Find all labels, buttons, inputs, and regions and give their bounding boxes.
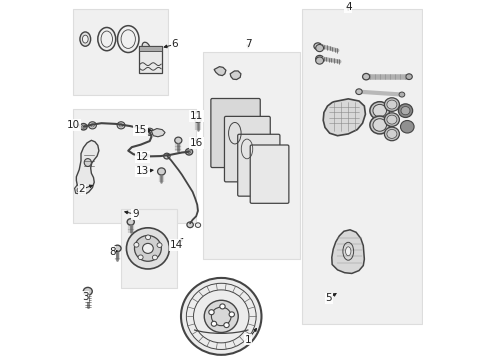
Ellipse shape bbox=[126, 228, 169, 269]
Ellipse shape bbox=[138, 255, 143, 260]
Ellipse shape bbox=[398, 92, 404, 97]
Ellipse shape bbox=[185, 149, 192, 155]
Ellipse shape bbox=[157, 243, 162, 247]
Text: 10: 10 bbox=[67, 120, 80, 130]
Text: 2: 2 bbox=[78, 184, 85, 194]
Text: 1: 1 bbox=[244, 335, 251, 345]
Ellipse shape bbox=[228, 312, 234, 317]
Bar bbox=[73, 109, 196, 223]
Polygon shape bbox=[230, 71, 241, 80]
Text: 6: 6 bbox=[171, 40, 178, 49]
Ellipse shape bbox=[163, 153, 170, 159]
Bar bbox=[203, 51, 299, 259]
Ellipse shape bbox=[145, 128, 153, 135]
Ellipse shape bbox=[208, 310, 214, 315]
Text: 13: 13 bbox=[136, 166, 149, 176]
Ellipse shape bbox=[114, 245, 121, 252]
FancyBboxPatch shape bbox=[210, 99, 260, 167]
Ellipse shape bbox=[345, 247, 350, 256]
Ellipse shape bbox=[400, 121, 413, 133]
Polygon shape bbox=[151, 129, 165, 137]
Text: 4: 4 bbox=[344, 2, 351, 12]
Ellipse shape bbox=[211, 321, 216, 326]
Ellipse shape bbox=[186, 222, 193, 228]
Ellipse shape bbox=[398, 104, 412, 117]
Text: 8: 8 bbox=[109, 247, 115, 257]
Ellipse shape bbox=[372, 104, 386, 117]
Ellipse shape bbox=[134, 243, 139, 247]
Ellipse shape bbox=[142, 42, 150, 53]
Ellipse shape bbox=[134, 235, 161, 261]
Text: 9: 9 bbox=[132, 210, 139, 219]
Ellipse shape bbox=[84, 159, 91, 166]
Text: 14: 14 bbox=[169, 240, 183, 250]
Ellipse shape bbox=[88, 122, 96, 129]
Ellipse shape bbox=[315, 55, 323, 62]
Text: 7: 7 bbox=[244, 40, 251, 49]
Polygon shape bbox=[331, 230, 364, 274]
Ellipse shape bbox=[384, 127, 399, 141]
Text: 5: 5 bbox=[325, 293, 331, 303]
Bar bbox=[301, 9, 421, 324]
FancyBboxPatch shape bbox=[250, 145, 288, 203]
Ellipse shape bbox=[386, 130, 396, 138]
Ellipse shape bbox=[152, 255, 157, 260]
Ellipse shape bbox=[174, 137, 182, 144]
Ellipse shape bbox=[369, 116, 389, 134]
Ellipse shape bbox=[313, 43, 321, 50]
Ellipse shape bbox=[362, 73, 369, 80]
Text: 16: 16 bbox=[189, 138, 203, 148]
Polygon shape bbox=[74, 185, 82, 194]
Ellipse shape bbox=[194, 117, 201, 122]
Ellipse shape bbox=[372, 119, 386, 131]
Ellipse shape bbox=[83, 287, 92, 295]
Ellipse shape bbox=[142, 243, 153, 253]
Ellipse shape bbox=[81, 125, 85, 129]
Ellipse shape bbox=[181, 278, 261, 355]
Bar bbox=[139, 46, 162, 51]
Bar bbox=[73, 9, 167, 95]
Ellipse shape bbox=[405, 74, 411, 80]
Ellipse shape bbox=[77, 188, 81, 192]
Ellipse shape bbox=[119, 124, 122, 127]
Polygon shape bbox=[214, 67, 225, 76]
Bar bbox=[121, 209, 176, 288]
Ellipse shape bbox=[80, 32, 90, 46]
Ellipse shape bbox=[90, 124, 94, 127]
Ellipse shape bbox=[369, 102, 389, 120]
Ellipse shape bbox=[400, 107, 409, 115]
Text: 15: 15 bbox=[134, 125, 147, 135]
Ellipse shape bbox=[80, 123, 87, 130]
Ellipse shape bbox=[117, 122, 125, 129]
Ellipse shape bbox=[204, 300, 238, 333]
Ellipse shape bbox=[145, 235, 150, 240]
Bar bbox=[139, 46, 162, 73]
Ellipse shape bbox=[187, 150, 190, 153]
FancyBboxPatch shape bbox=[224, 116, 270, 182]
Ellipse shape bbox=[386, 115, 396, 124]
Ellipse shape bbox=[157, 168, 165, 175]
Ellipse shape bbox=[355, 89, 362, 95]
Ellipse shape bbox=[315, 57, 323, 64]
FancyBboxPatch shape bbox=[237, 134, 279, 196]
Text: 3: 3 bbox=[82, 292, 88, 302]
Polygon shape bbox=[76, 140, 99, 194]
Text: 12: 12 bbox=[136, 152, 149, 162]
Ellipse shape bbox=[195, 223, 200, 228]
Ellipse shape bbox=[224, 323, 229, 328]
Text: 11: 11 bbox=[189, 111, 203, 121]
Ellipse shape bbox=[384, 113, 399, 126]
Ellipse shape bbox=[384, 98, 399, 111]
Ellipse shape bbox=[147, 130, 151, 133]
Ellipse shape bbox=[315, 45, 323, 51]
Ellipse shape bbox=[82, 35, 88, 43]
Ellipse shape bbox=[386, 100, 396, 109]
Ellipse shape bbox=[219, 304, 224, 309]
Ellipse shape bbox=[127, 219, 134, 225]
Polygon shape bbox=[323, 99, 365, 136]
